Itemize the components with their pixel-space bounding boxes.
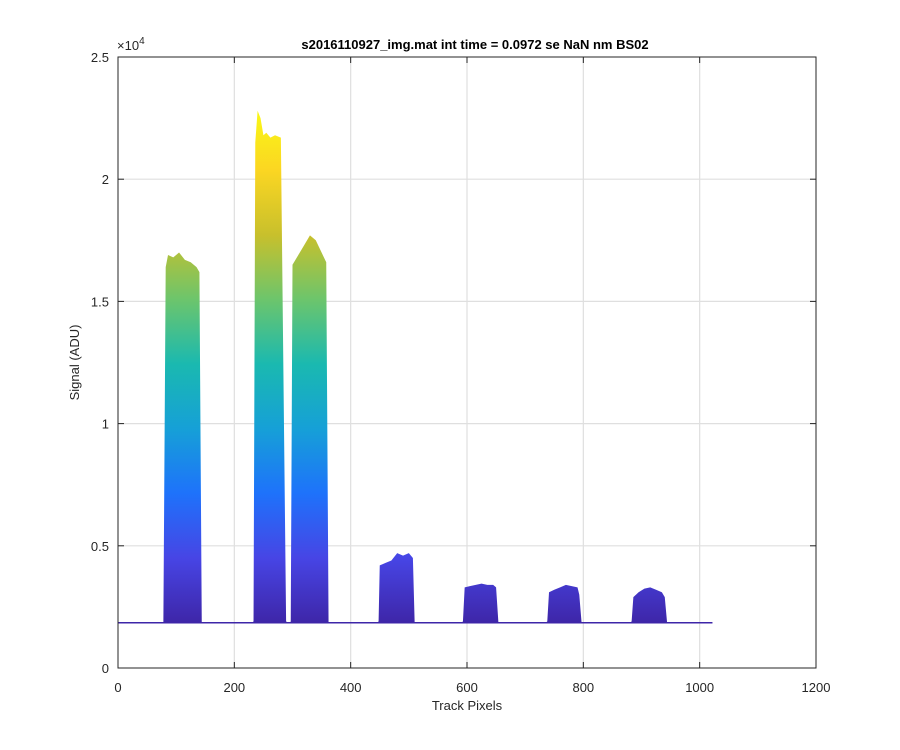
y-tick-label: 1.5 [91,294,109,309]
signal-region [289,235,329,623]
signal-region [251,110,289,623]
x-tick-label: 1000 [685,680,714,695]
y-tick-label: 0 [102,661,109,676]
signal-region [461,583,499,623]
y-axis-exponent-power: 4 [139,36,145,47]
x-tick-label: 200 [223,680,245,695]
y-axis-label: Signal (ADU) [67,325,82,401]
x-axis-label: Track Pixels [432,698,503,713]
x-tick-label: 600 [456,680,478,695]
x-tick-label: 400 [340,680,362,695]
tick-marks [117,56,817,669]
signal-region [376,553,415,623]
signal-region [629,587,668,623]
y-axis-exponent: ×104 [117,36,145,53]
series-layer [118,110,713,624]
y-tick-label: 0.5 [91,539,109,554]
y-axis-exponent-base: ×10 [117,38,139,53]
x-tick-label: 800 [572,680,594,695]
y-tick-label: 2.5 [91,50,109,65]
y-tick-label: 1 [102,417,109,432]
signal-region [545,584,582,623]
y-tick-label: 2 [102,172,109,187]
chart-title: s2016110927_img.mat int time = 0.0972 se… [301,37,648,52]
signal-region [118,252,713,623]
x-tick-label: 1200 [802,680,831,695]
tick-labels: 0 200 400 600 800 1000 1200 0 0.5 1 1.5 2 2.5 [91,50,831,695]
grid-lines [118,57,816,668]
x-tick-label: 0 [114,680,121,695]
